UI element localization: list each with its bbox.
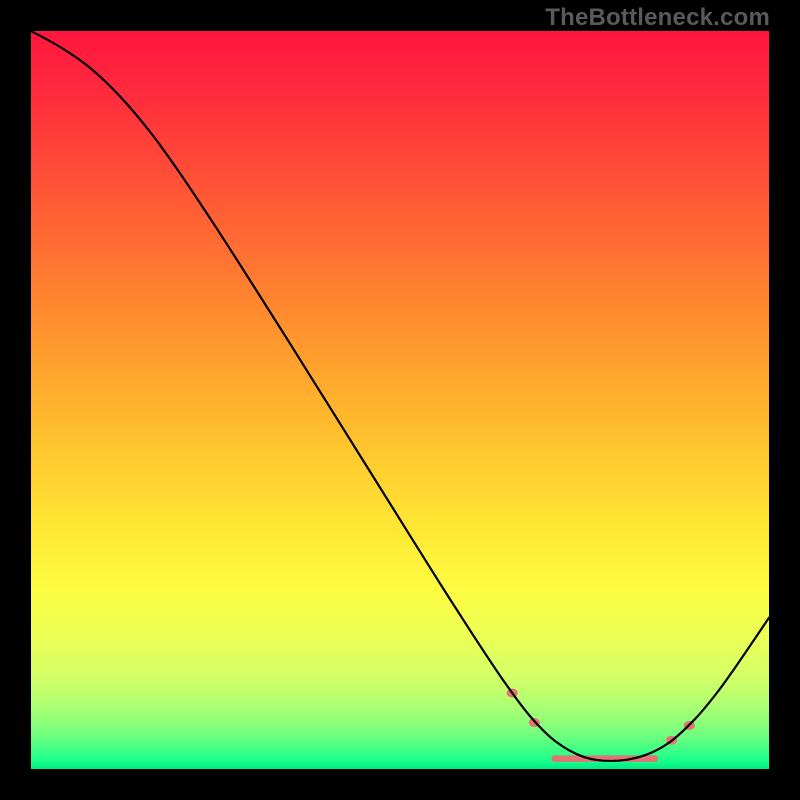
performance-curve — [31, 31, 769, 761]
curve-layer — [31, 31, 769, 769]
stage: TheBottleneck.com — [0, 0, 800, 800]
watermark-text: TheBottleneck.com — [545, 4, 770, 32]
plot-area — [31, 31, 769, 769]
